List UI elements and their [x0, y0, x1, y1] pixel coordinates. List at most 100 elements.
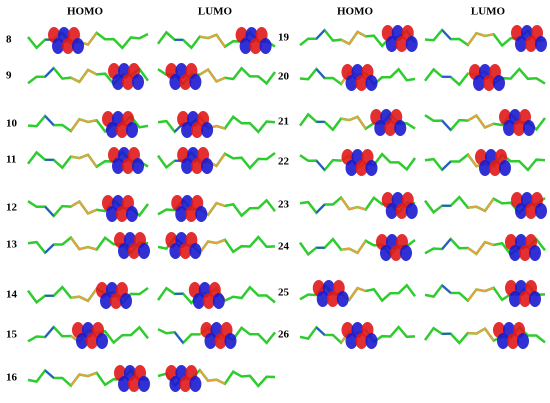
orbital-lobe	[345, 160, 358, 176]
bond	[70, 200, 97, 215]
molecule	[299, 322, 416, 349]
bond	[441, 160, 452, 171]
orbital-lobe	[499, 160, 511, 176]
molecules	[26, 25, 547, 392]
molecule	[299, 64, 416, 91]
molecule	[156, 147, 276, 174]
orbital-lobe	[118, 376, 130, 392]
orbital-lobe	[405, 203, 418, 219]
bond	[70, 288, 98, 303]
molecule	[27, 147, 149, 174]
molecule	[27, 27, 149, 54]
molecule	[424, 109, 546, 136]
molecule	[26, 282, 149, 309]
orbital-lobe	[497, 333, 509, 349]
orbital-lobe	[249, 38, 262, 54]
row-label: 9	[6, 70, 12, 82]
row-label: 13	[6, 239, 18, 251]
row-label: 16	[6, 372, 18, 384]
orbital-lobe	[181, 122, 194, 138]
bond	[198, 238, 226, 254]
bond	[467, 286, 494, 302]
orbital-lobe	[390, 245, 402, 261]
orbital-lobe	[179, 74, 192, 90]
orbital-lobe	[126, 122, 138, 138]
molecule	[27, 63, 150, 90]
bond	[340, 115, 367, 130]
bond	[44, 243, 55, 254]
row-label: 12	[6, 202, 18, 214]
row-label: 24	[278, 241, 290, 253]
orbital-lobe	[515, 36, 527, 52]
bond	[467, 240, 494, 256]
orbital-lobe	[72, 38, 84, 54]
orbital-lobe	[201, 122, 214, 138]
orbital-lobe	[122, 74, 134, 90]
orbital-lobe	[394, 120, 407, 136]
orbital-lobe	[400, 245, 412, 261]
orbital-lobe	[169, 243, 182, 259]
orbital-lobe	[179, 376, 192, 392]
molecule	[157, 365, 276, 392]
row-label: 23	[278, 199, 290, 211]
orbital-lobe	[224, 333, 237, 349]
orbital-lobe	[110, 293, 122, 309]
row-label: 14	[6, 289, 18, 301]
bond	[199, 68, 226, 83]
orbital-lobe	[185, 206, 198, 222]
bond	[44, 67, 55, 78]
orbital-lobe	[529, 291, 541, 307]
molecule	[424, 64, 546, 91]
bond	[173, 331, 184, 344]
orbital-lobe	[132, 74, 144, 90]
orbital-lobe	[509, 291, 521, 307]
molecule	[299, 25, 418, 52]
molecule	[27, 365, 150, 392]
bond	[44, 115, 55, 126]
row-label: 20	[278, 71, 290, 83]
orbital-lobe	[519, 245, 531, 261]
orbital-lobe	[112, 158, 124, 174]
bond	[70, 237, 97, 251]
orbital-lobe	[489, 160, 501, 176]
orbital-lobe	[201, 158, 214, 174]
orbital-lobe	[214, 333, 227, 349]
orbital-lobe	[189, 74, 202, 90]
orbital-lobe	[126, 206, 138, 222]
bond	[441, 238, 452, 250]
orbital-lobe	[365, 160, 378, 176]
orbital-lobe	[517, 333, 529, 349]
molecule	[27, 232, 150, 259]
orbital-lobe	[138, 243, 150, 259]
orbital-lobe	[191, 158, 204, 174]
column-header: HOMO	[67, 6, 103, 18]
orbital-lobe	[202, 293, 215, 309]
molecule	[424, 149, 546, 176]
bond	[44, 369, 55, 379]
bond	[467, 327, 495, 342]
row-label: 19	[278, 32, 290, 44]
orbital-lobe	[316, 291, 329, 307]
orbital-lobe	[169, 376, 182, 392]
orbital-lobe	[535, 203, 547, 219]
bond	[315, 326, 326, 336]
row-label: 10	[6, 118, 18, 130]
molecule	[423, 322, 546, 349]
orbital-lobe	[525, 203, 537, 219]
bond	[340, 197, 366, 211]
bond	[70, 371, 97, 387]
molecule	[156, 282, 276, 309]
orbital-lobe	[118, 243, 130, 259]
orbital-lobe	[122, 158, 134, 174]
bond	[441, 29, 452, 40]
orbital-lobe	[116, 122, 128, 138]
bond	[315, 159, 326, 171]
row-label: 25	[278, 287, 290, 299]
orbital-lobe	[507, 333, 519, 349]
column-header: LUMO	[471, 6, 506, 18]
orbital-lobe	[106, 206, 118, 222]
orbital-lobe	[212, 293, 225, 309]
orbital-lobe	[179, 243, 192, 259]
